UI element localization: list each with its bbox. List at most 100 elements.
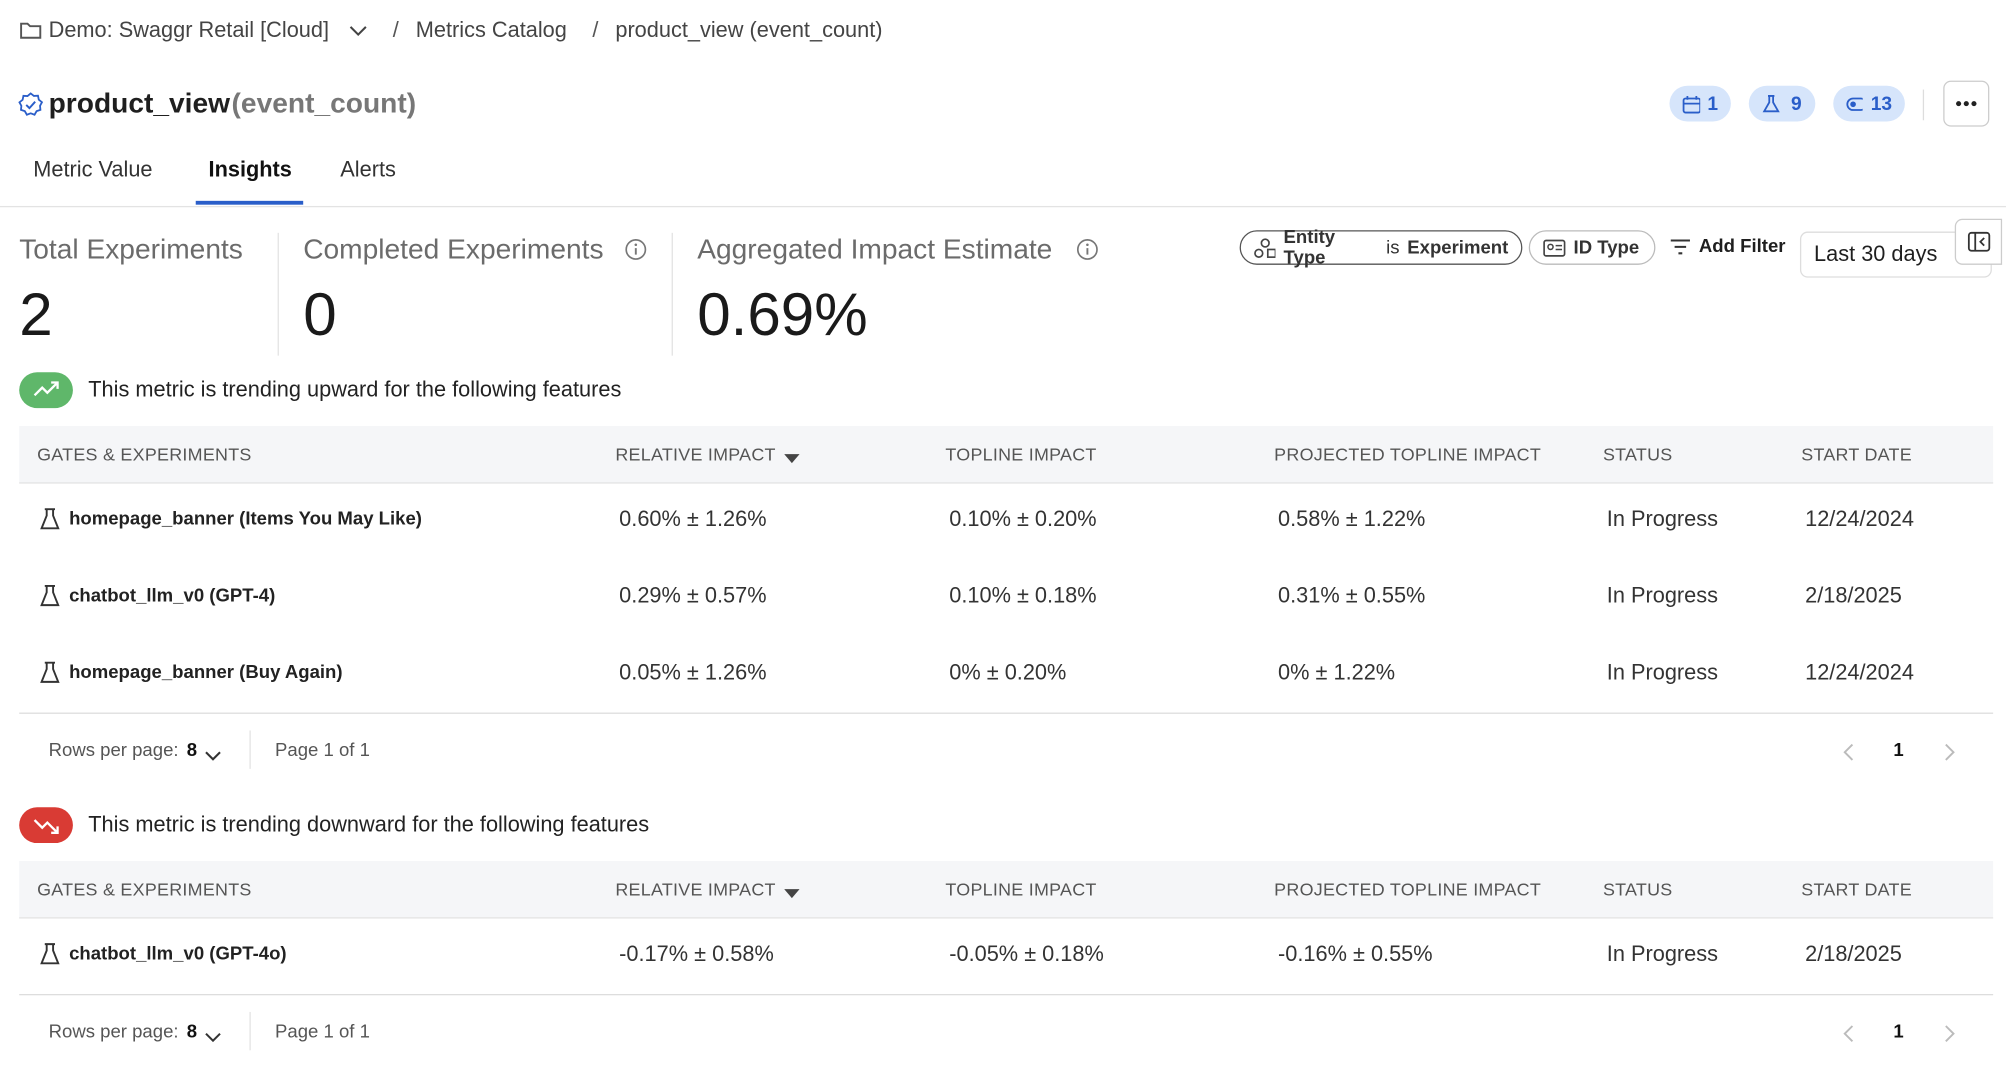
experiment-icon-svg <box>40 943 60 965</box>
divider <box>277 232 279 356</box>
experiment-icon <box>40 508 60 537</box>
prev-page <box>1842 1025 1855 1049</box>
next-page-svg <box>1945 1025 1955 1043</box>
tab[interactable]: Alerts <box>340 157 396 182</box>
divider <box>0 205 2006 208</box>
divider <box>249 730 251 769</box>
column-header[interactable]: RELATIVE IMPACT <box>615 878 776 900</box>
table-header <box>19 426 1994 484</box>
filter-value: Experiment <box>1407 237 1509 258</box>
column-header[interactable]: RELATIVE IMPACT <box>615 443 776 465</box>
table-cell: 0.31% ± 0.55% <box>1278 583 1426 608</box>
info-icon-svg <box>625 239 647 260</box>
collapse-icon <box>1967 231 1991 252</box>
filter-label: ID Type <box>1573 237 1640 258</box>
trend-down-icon <box>19 807 73 844</box>
table-cell: 0% ± 0.20% <box>949 660 1067 685</box>
table-cell[interactable]: homepage_banner (Buy Again) <box>69 662 343 684</box>
badge[interactable]: 1 <box>1669 85 1731 122</box>
badge[interactable]: 13 <box>1833 85 1905 122</box>
info-icon-svg <box>1076 239 1098 260</box>
stat-value: 2 <box>19 280 53 348</box>
table-cell[interactable]: chatbot_llm_v0 (GPT-4o) <box>69 944 287 965</box>
stat-label: Total Experiments <box>19 232 243 265</box>
info-icon <box>624 238 647 267</box>
divider <box>249 1011 251 1051</box>
prev-page-svg <box>1843 1025 1854 1043</box>
experiment-icon-svg <box>40 661 60 683</box>
column-header: START DATE <box>1801 878 1912 900</box>
column-header: GATES & EXPERIMENTS <box>37 878 252 900</box>
rows-per-page[interactable]: 8 <box>186 1022 198 1043</box>
table-cell: -0.05% ± 0.18% <box>949 941 1104 966</box>
table-cell: 2/18/2025 <box>1805 941 1902 966</box>
next-page <box>1943 743 1956 767</box>
tab[interactable]: Insights <box>208 157 292 182</box>
table-cell: 0.05% ± 1.26% <box>619 660 767 685</box>
table-header <box>19 860 1994 919</box>
tab-indicator <box>195 200 304 205</box>
table-cell: -0.16% ± 0.55% <box>1278 941 1433 966</box>
column-header: STATUS <box>1602 443 1673 465</box>
column-header: TOPLINE IMPACT <box>945 878 1097 900</box>
badge-count: 1 <box>1707 92 1719 115</box>
table-cell: -0.17% ± 0.58% <box>619 941 774 966</box>
chevron-svg <box>205 751 221 761</box>
trend-down-icon-svg <box>33 819 59 834</box>
table-cell: 0% ± 1.22% <box>1278 660 1396 685</box>
chevron-svg <box>205 1032 221 1043</box>
experiment-icon <box>40 584 60 614</box>
trend-up-icon-svg <box>33 381 59 397</box>
breadcrumb-catalog[interactable]: Metrics Catalog <box>393 18 567 44</box>
page-number[interactable]: 1 <box>1893 1022 1904 1043</box>
metric-name: product_view <box>48 86 231 119</box>
column-header: GATES & EXPERIMENTS <box>37 443 252 465</box>
next-page-svg <box>1945 743 1955 761</box>
date-range[interactable]: Last 30 days <box>1799 231 1992 278</box>
filter-label: Entity Type <box>1283 227 1336 269</box>
more-button[interactable] <box>1943 80 1990 127</box>
banner-text: This metric is trending upward for the f… <box>88 377 622 402</box>
info-icon <box>1076 238 1099 267</box>
breadcrumb-current: product_view (event_count) <box>592 18 882 44</box>
sort-icon <box>783 449 801 472</box>
table-cell: In Progress <box>1606 583 1719 608</box>
experiment-icon-svg <box>40 508 60 530</box>
table-cell[interactable]: homepage_banner (Items You May Like) <box>69 509 422 530</box>
badge-count: 9 <box>1791 92 1802 115</box>
column-header: PROJECTED TOPLINE IMPACT <box>1274 443 1542 465</box>
trend-up-icon <box>19 372 73 409</box>
add-filter[interactable]: Add Filter <box>1669 237 1785 257</box>
rows-label: Rows per page: <box>48 740 179 762</box>
id-icon <box>1543 239 1566 257</box>
table-cell: In Progress <box>1606 506 1719 531</box>
table-cell: In Progress <box>1606 941 1719 966</box>
table-border <box>19 994 1994 996</box>
rows-per-page[interactable]: 8 <box>186 740 198 762</box>
filter-icon <box>1670 239 1690 255</box>
metric-qualifier: (event_count) <box>231 86 417 119</box>
badge[interactable]: 9 <box>1748 85 1816 122</box>
stat-label: Completed Experiments <box>303 232 604 265</box>
chevron <box>205 746 222 769</box>
column-header: TOPLINE IMPACT <box>945 443 1097 465</box>
divider <box>671 232 673 356</box>
rows-label: Rows per page: <box>48 1022 179 1043</box>
table-cell: 12/24/2024 <box>1805 660 1914 685</box>
table-cell[interactable]: chatbot_llm_v0 (GPT-4) <box>69 585 276 607</box>
chevron[interactable] <box>349 24 367 37</box>
sort-icon-svg <box>784 454 800 464</box>
page-number[interactable]: 1 <box>1893 740 1904 762</box>
more-icon <box>1956 101 1977 107</box>
sort-icon <box>783 884 801 907</box>
table-cell: 0.10% ± 0.20% <box>949 506 1097 531</box>
table-cell: 0.58% ± 1.22% <box>1278 506 1426 531</box>
id-type-filter[interactable]: ID Type <box>1528 230 1656 265</box>
column-header: START DATE <box>1801 443 1912 465</box>
tab[interactable]: Metric Value <box>33 157 153 182</box>
collapse-button[interactable] <box>1954 218 2003 265</box>
badge-count: 13 <box>1870 92 1893 115</box>
breadcrumb-project[interactable]: Demo: Swaggr Retail [Cloud] <box>48 17 330 43</box>
entity-filter[interactable]: Entity Type is Experiment <box>1239 227 1523 269</box>
